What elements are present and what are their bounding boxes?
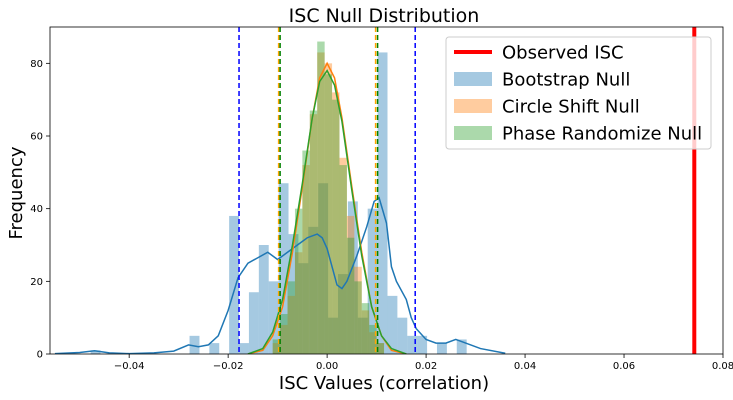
histogram-bar: [248, 292, 259, 354]
histogram-bar: [354, 266, 362, 354]
histogram-bar: [332, 99, 340, 354]
histogram-bar: [309, 114, 318, 354]
histogram-bar: [324, 74, 333, 354]
histogram-bar: [417, 335, 428, 354]
histogram-bar: [332, 92, 340, 354]
x-tick-label: −0.04: [114, 361, 145, 372]
x-tick-label: 0.04: [514, 361, 536, 372]
histogram-bar: [239, 343, 249, 354]
plot-area: [49, 26, 724, 355]
histogram-bar: [287, 295, 295, 354]
y-tick-label: 20: [30, 277, 43, 288]
series-phase-randomize-null: [272, 41, 385, 354]
histogram-bar: [347, 201, 358, 354]
histogram-bar: [338, 274, 348, 354]
histogram-bar: [376, 343, 385, 354]
y-axis-ticks: 0 20 40 60 80: [30, 59, 50, 361]
histogram-bar: [302, 165, 310, 354]
histogram-bar: [317, 52, 325, 354]
histogram-bar: [278, 183, 289, 354]
histogram-bar: [209, 343, 220, 354]
x-tick-label: 0.02: [415, 361, 437, 372]
histogram-bar: [229, 215, 240, 354]
histogram-bar: [387, 295, 398, 354]
histogram-bar: [354, 281, 362, 354]
legend-label: Phase Randomize Null: [502, 124, 702, 145]
x-tick-label: 0.00: [316, 361, 338, 372]
x-tick-label: −0.02: [213, 361, 244, 372]
histogram-bar: [397, 317, 408, 354]
histogram-bar: [302, 150, 310, 354]
histogram-bar: [288, 234, 299, 354]
histogram-bar: [280, 324, 288, 354]
histogram-bar: [258, 245, 269, 354]
histogram-bar: [361, 310, 370, 354]
histogram-bar: [189, 335, 200, 354]
histogram-bar: [369, 324, 377, 354]
histogram-bar: [456, 339, 467, 354]
histogram-bar: [294, 252, 303, 354]
chart-title: ISC Null Distribution: [289, 5, 480, 27]
histogram-bar: [407, 335, 418, 354]
histogram-bar: [318, 183, 329, 354]
y-tick-label: 60: [30, 132, 43, 143]
plot-content: [54, 27, 697, 354]
series-bootstrap-null: [90, 52, 467, 354]
legend-patch-marker: [454, 72, 492, 86]
histogram-bar: [324, 63, 333, 354]
y-axis-label: Frequency: [6, 146, 27, 239]
histogram-bar: [367, 208, 378, 354]
histogram-bar: [339, 165, 347, 354]
histogram-bar: [339, 157, 347, 354]
histogram-bar: [357, 317, 368, 354]
histogram-bar: [272, 343, 281, 354]
histogram-bar: [287, 281, 295, 354]
x-tick-label: 0.08: [712, 361, 733, 372]
legend-box: [445, 36, 712, 150]
histogram-bar: [298, 263, 309, 354]
legend-label: Circle Shift Null: [502, 97, 640, 118]
histogram-bar: [317, 41, 325, 354]
x-axis-label: ISC Values (correlation): [279, 373, 489, 394]
histogram-bar: [280, 314, 288, 354]
histogram-bar: [272, 339, 281, 354]
y-tick-label: 0: [37, 350, 43, 361]
histogram-bar: [268, 281, 279, 354]
histogram-bar: [308, 226, 319, 354]
histogram-bar: [328, 317, 339, 354]
histogram-bar: [346, 215, 355, 354]
histogram-bar: [369, 332, 377, 354]
legend-label: Observed ISC: [502, 43, 624, 64]
histogram-bar: [361, 303, 370, 354]
histogram-bar: [346, 237, 355, 354]
legend-patch-marker: [454, 99, 492, 113]
histogram-bar: [309, 110, 318, 354]
series-circle-shift-null: [272, 52, 385, 354]
axes-frame: [49, 26, 724, 355]
histogram-bar: [294, 208, 303, 354]
histogram-bar: [436, 343, 447, 354]
legend-label: Bootstrap Null: [502, 70, 630, 91]
x-axis-ticks: −0.04 −0.02 0.00 0.02 0.04 0.06 0.08: [114, 354, 733, 372]
y-tick-label: 40: [30, 204, 43, 215]
legend: Observed ISC Bootstrap Null Circle Shift N…: [445, 36, 712, 150]
y-tick-label: 80: [30, 59, 43, 70]
histogram-bar: [376, 343, 385, 354]
histogram-bar: [377, 52, 388, 354]
x-tick-label: 0.06: [613, 361, 635, 372]
legend-patch-marker: [454, 126, 492, 140]
histogram-bar: [90, 350, 101, 354]
